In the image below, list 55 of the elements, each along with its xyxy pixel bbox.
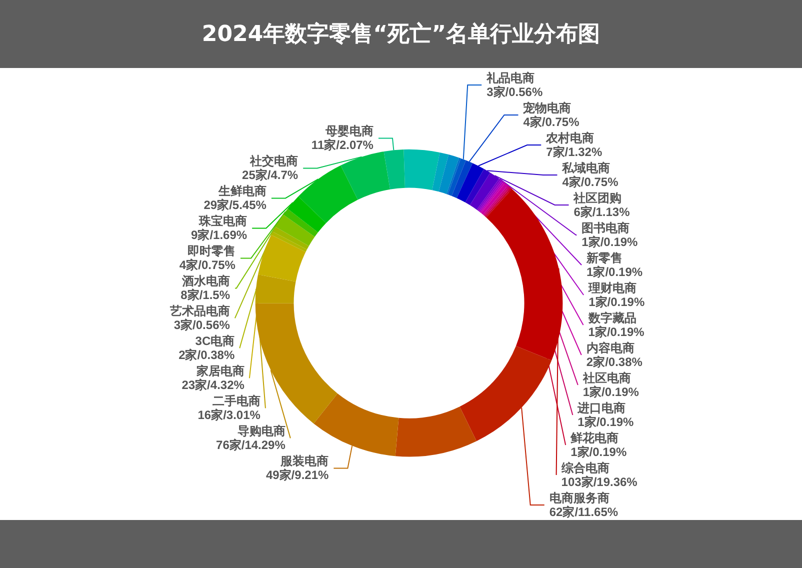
slice-label: 家居电商 [195,364,244,378]
slice-label: 农村电商 [545,131,594,145]
data-label: 76家/14.29% [216,438,286,452]
slice-label: 鲜花电商 [570,431,619,445]
data-label: 1家/0.19% [588,295,645,309]
data-label: 6家/1.13% [574,205,630,219]
data-label: 25家/4.7% [242,168,298,182]
data-label: 3家/0.56% [174,318,230,332]
data-label: 4家/0.75% [562,175,619,189]
data-label: 7家/1.32% [546,145,602,159]
slice-label: 3C电商 [195,334,235,348]
slice-label: 社交电商 [249,154,298,168]
data-label: 1家/0.19% [586,265,643,279]
slice-label: 珠宝电商 [198,214,248,228]
chart-title: 2024年数字零售“死亡”名单行业分布图 [0,0,802,68]
slice-label: 进口电商 [576,401,626,415]
slice-label: 新零售 [586,251,623,265]
slice-label: 理财电商 [588,281,637,295]
data-label: 49家/9.21% [266,468,329,482]
data-label: 11家/2.07% [311,138,374,152]
data-label: 1家/0.19% [582,235,638,249]
slice-label: 酒水电商 [181,274,230,288]
slice-label: 服装电商 [280,454,329,468]
data-label: 2家/0.38% [178,348,235,362]
data-label: 1家/0.19% [570,445,627,459]
data-label: 62家/11.65% [549,505,618,519]
data-label: 103家/19.36% [561,475,638,489]
slice-label: 宠物电商 [522,101,572,115]
data-label: 1家/0.19% [582,385,640,399]
slice-label: 母婴电商 [324,124,374,138]
slice-label: 社区团购 [572,191,622,205]
data-label: 8家/1.5% [180,288,230,302]
data-label: 9家/1.69% [191,228,248,242]
slice-label: 图书电商 [582,221,630,235]
slice-label: 社区电商 [582,371,631,385]
data-label: 4家/0.75% [179,258,236,272]
slice-label: 导购电商 [237,424,286,438]
slice-label: 私域电商 [561,161,610,175]
slice-label: 电商服务商 [549,491,610,505]
slice-label: 数字藏品 [587,311,636,325]
data-label: 1家/0.19% [588,325,645,339]
data-label: 16家/3.01% [198,408,261,422]
data-label: 3家/0.56% [486,85,543,99]
data-label: 29家/5.45% [204,198,267,212]
slice-label: 即时零售 [187,244,236,258]
slice-label: 礼品电商 [486,71,535,85]
slice-label: 二手电商 [212,394,260,408]
data-label: 23家/4.32% [182,378,245,392]
slice-label: 生鲜电商 [217,184,266,198]
slice-label: 艺术品电商 [168,304,230,318]
slice-label: 综合电商 [560,461,610,475]
slice-label: 内容电商 [586,341,634,355]
data-label: 4家/0.75% [523,115,580,129]
data-label: 1家/0.19% [578,415,634,429]
data-label: 2家/0.38% [586,355,643,369]
